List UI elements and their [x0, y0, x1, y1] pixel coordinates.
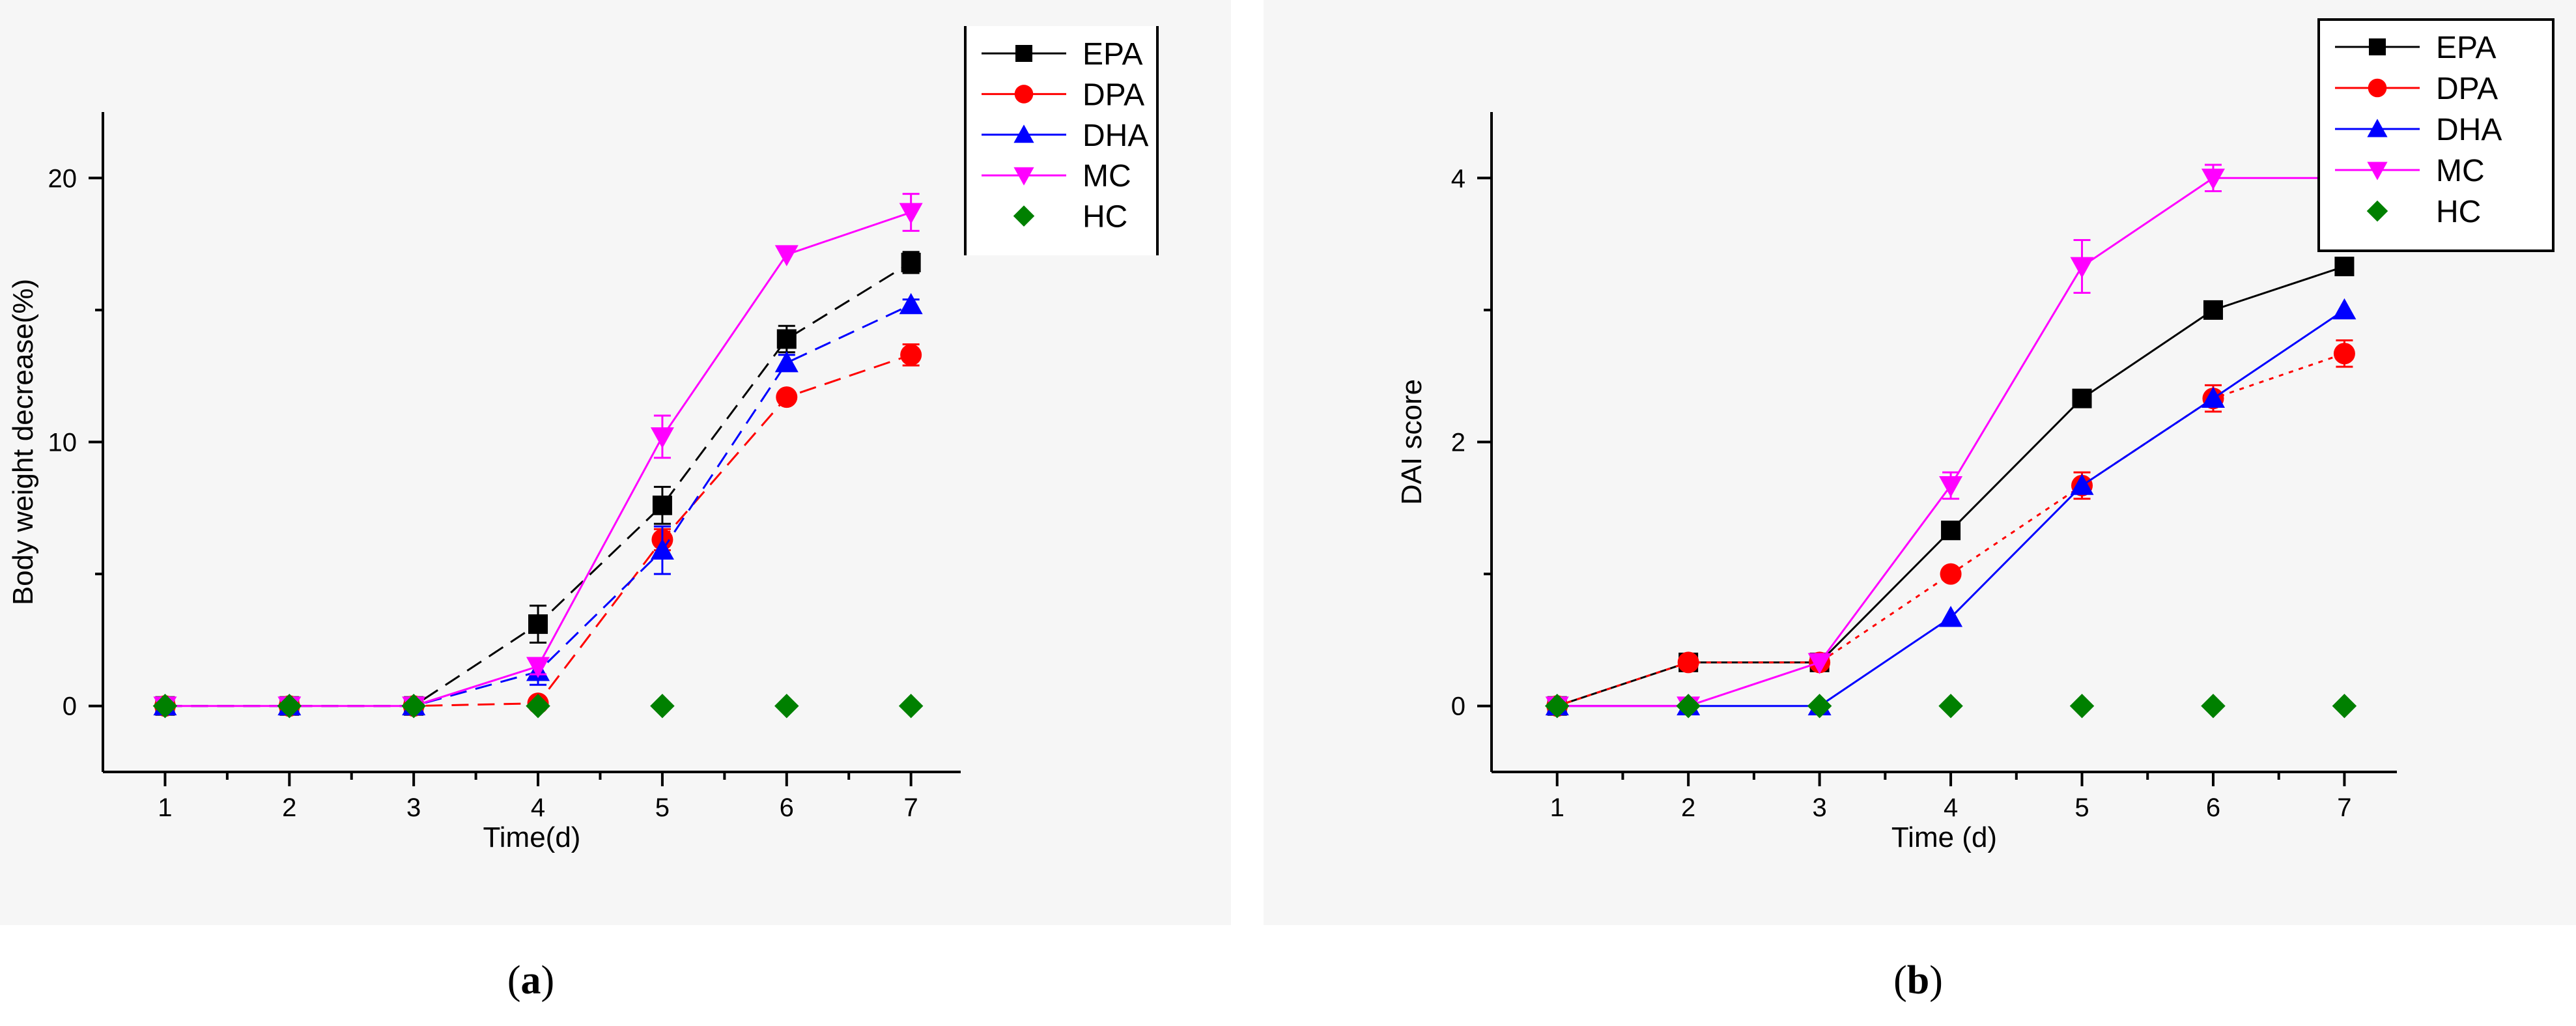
data-point	[526, 693, 550, 719]
x-tick-label: 3	[1812, 793, 1826, 822]
y-tick-label: 0	[1451, 692, 1465, 721]
data-point	[1807, 693, 1832, 719]
legend-frame	[2317, 18, 2555, 252]
data-point	[776, 386, 798, 408]
data-point	[2070, 474, 2094, 495]
x-tick-label: 7	[2337, 793, 2351, 822]
data-point	[900, 344, 922, 366]
data-point	[2201, 693, 2226, 719]
x-tick-label: 3	[406, 793, 421, 822]
data-point	[1941, 520, 1961, 541]
x-tick-label: 2	[1681, 793, 1695, 822]
x-axis-title: Time(d)	[483, 821, 581, 853]
legend-marker-mc	[2367, 162, 2388, 180]
legend-label-hc: HC	[1083, 200, 1127, 235]
data-point	[2201, 386, 2225, 408]
data-point	[526, 657, 550, 678]
y-tick-label: 10	[48, 429, 78, 457]
x-tick-label: 2	[282, 793, 296, 822]
data-point	[2072, 388, 2092, 408]
legend-marker-mc	[1013, 167, 1034, 186]
x-tick-label: 5	[655, 793, 670, 822]
x-tick-label: 4	[1944, 793, 1958, 822]
x-axis-title: Time (d)	[1891, 821, 1997, 853]
data-point	[899, 203, 923, 224]
legend-marker-dpa	[1014, 85, 1034, 104]
data-point	[152, 693, 178, 719]
data-point	[1807, 653, 1832, 674]
y-axis-title: DAI score	[1396, 379, 1428, 505]
data-point	[2069, 693, 2095, 719]
legend-label-dpa: DPA	[2436, 72, 2498, 106]
data-point	[1939, 605, 1963, 627]
data-point	[899, 292, 923, 315]
data-point	[1939, 476, 1963, 498]
legend-background	[965, 26, 1157, 255]
legend-label-epa: EPA	[1083, 37, 1142, 72]
x-tick-label: 7	[904, 793, 918, 822]
data-point	[774, 245, 799, 266]
data-point	[1938, 693, 1963, 719]
legend-label-dha: DHA	[1083, 119, 1148, 153]
data-point	[2332, 298, 2357, 320]
legend-label-epa: EPA	[2436, 31, 2496, 65]
legend-marker-dha	[1013, 124, 1034, 143]
data-point	[650, 427, 674, 449]
x-tick-label: 6	[2206, 793, 2220, 822]
x-tick-label: 4	[531, 793, 545, 822]
y-tick-label: 2	[1451, 429, 1465, 457]
panel-a-body-weight-chart: 1 2 3 4 5 6 7 0 10 20 Time(d) Body weight decrease(…	[0, 0, 1231, 1003]
data-point	[2332, 693, 2357, 719]
data-point	[898, 693, 924, 719]
y-axis-title: Body weight decrease(%)	[7, 279, 39, 605]
data-point	[1544, 693, 1570, 719]
data-point	[776, 329, 797, 349]
series-hc	[1544, 693, 2357, 719]
data-point	[401, 693, 426, 719]
data-point	[2334, 257, 2355, 277]
y-tick-label: 4	[1451, 164, 1465, 193]
x-tick-label: 6	[780, 793, 794, 822]
legend-marker-epa	[1015, 45, 1032, 62]
data-point	[652, 495, 672, 515]
legend-label-mc: MC	[1083, 159, 1131, 193]
series-hc	[152, 693, 924, 719]
legend-marker-hc	[2366, 200, 2388, 222]
data-point	[277, 693, 302, 719]
data-point	[528, 614, 548, 634]
legend-marker-dpa	[2368, 78, 2387, 98]
data-point	[2070, 257, 2094, 279]
data-point	[1677, 651, 1699, 674]
legend-label-hc: HC	[2436, 195, 2481, 229]
legend-label-dpa: DPA	[1083, 78, 1144, 112]
y-tick-label: 0	[63, 692, 77, 721]
data-point	[901, 252, 921, 272]
legend-marker-epa	[2369, 38, 2386, 55]
panel-b-label: (b)	[1893, 958, 1943, 1003]
data-point	[774, 693, 799, 719]
data-point	[2201, 168, 2225, 190]
legend-label-mc: MC	[2436, 154, 2485, 188]
x-tick-label: 1	[158, 793, 172, 822]
x-tick-label: 5	[2074, 793, 2089, 822]
legend-marker-hc	[1013, 205, 1035, 227]
data-point	[774, 350, 799, 373]
data-point	[1940, 563, 1962, 585]
data-point	[2203, 300, 2223, 320]
legend-marker-dha	[2367, 119, 2388, 137]
data-point	[1676, 693, 1701, 719]
panel-a-label: (a)	[507, 958, 554, 1003]
data-point	[650, 693, 675, 719]
y-tick-label: 20	[48, 164, 78, 193]
x-tick-label: 1	[1550, 793, 1564, 822]
data-point	[2333, 343, 2355, 365]
data-point	[650, 538, 674, 560]
legend-label-dha: DHA	[2436, 113, 2502, 147]
